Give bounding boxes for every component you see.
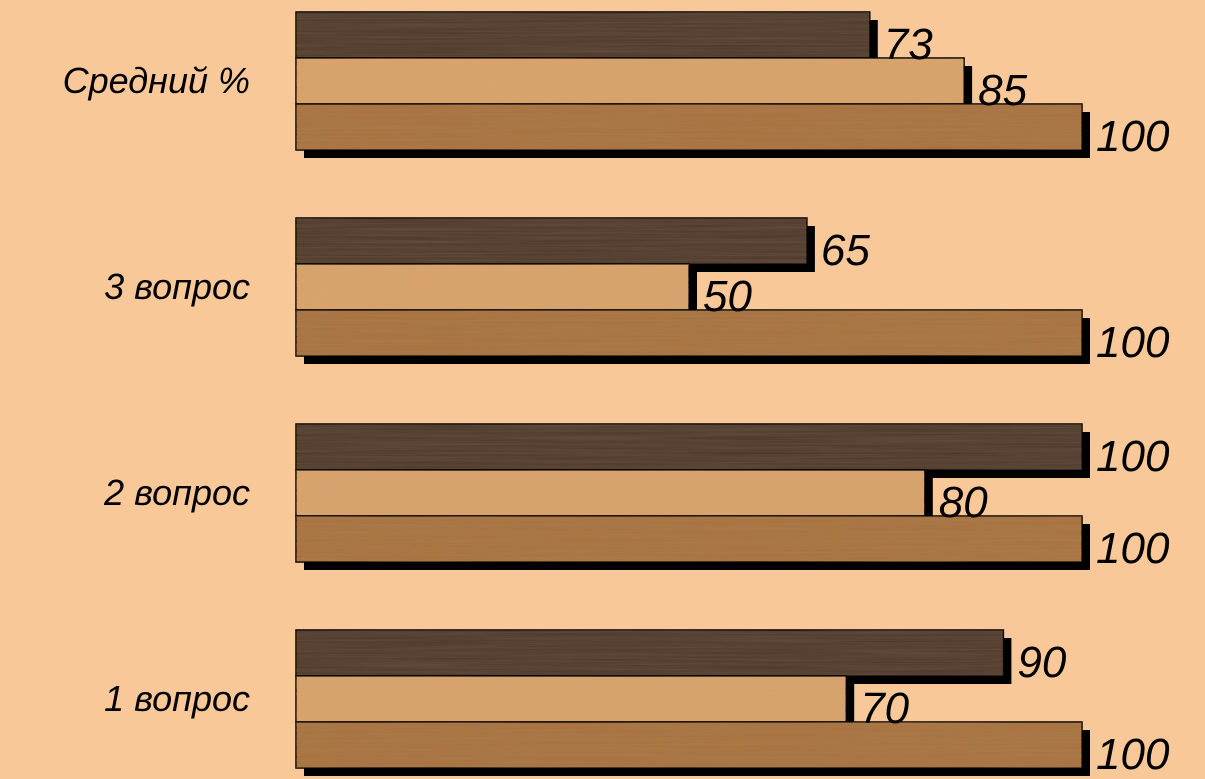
bar (295, 721, 1090, 776)
bars-layer (295, 11, 1090, 776)
data-label: 100 (1096, 432, 1170, 481)
bar (295, 103, 1090, 158)
data-label: 80 (939, 478, 988, 527)
labels-layer: Средний % 73 85 100 3 вопрос 65 50 100 2 вопрос 1… (63, 20, 1170, 779)
data-label: 100 (1096, 318, 1170, 367)
bar (295, 11, 878, 66)
bar (295, 309, 1090, 364)
data-label: 100 (1096, 730, 1170, 779)
bar (295, 515, 1090, 570)
category-label: 1 вопрос (104, 678, 250, 719)
category-label: 3 вопрос (104, 266, 250, 307)
data-label: 100 (1096, 524, 1170, 573)
data-label: 85 (978, 66, 1027, 115)
data-label: 50 (703, 272, 752, 321)
data-label: 100 (1096, 112, 1170, 161)
data-label: 73 (884, 20, 933, 69)
data-label: 65 (821, 226, 870, 275)
bar (295, 423, 1090, 478)
category-label: Средний % (63, 60, 250, 101)
data-label: 90 (1017, 638, 1066, 687)
data-label: 70 (860, 684, 909, 733)
category-label: 2 вопрос (103, 472, 250, 513)
